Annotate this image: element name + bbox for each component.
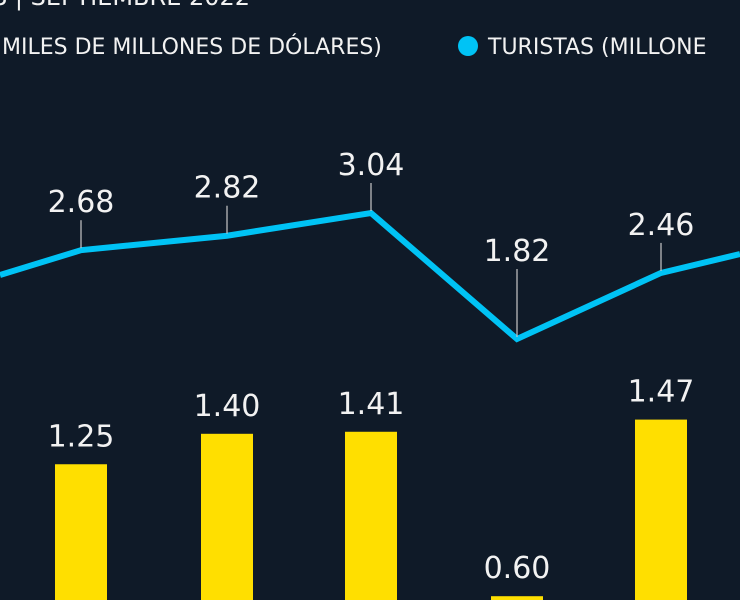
legend-line-label: TURISTAS (MILLONE: [487, 35, 706, 60]
bar-label: 0.60: [484, 551, 551, 586]
tourists-line: [0, 209, 740, 343]
bar-label: 1.40: [194, 389, 261, 424]
bar: [201, 433, 253, 600]
bar: [345, 431, 397, 600]
bar-label: 1.47: [628, 375, 695, 410]
bar: [55, 464, 107, 600]
line-point-label: 2.68: [48, 185, 115, 220]
line-point-label: 2.82: [194, 171, 261, 206]
legend-line-marker: [458, 36, 478, 56]
bar: [491, 596, 543, 600]
chart-title: S | SEPTIEMBRE 2022: [0, 0, 250, 11]
line-point-label: 3.04: [338, 148, 405, 183]
bar: [635, 419, 687, 600]
bar-label: 1.25: [48, 419, 115, 454]
line-point-label: 2.46: [628, 208, 695, 243]
legend-bars-label: MILES DE MILLONES DE DÓLARES): [2, 34, 382, 60]
line-point-label: 1.82: [484, 234, 551, 269]
bar-label: 1.41: [338, 387, 405, 422]
legend: MILES DE MILLONES DE DÓLARES) TURISTAS (…: [2, 34, 706, 60]
